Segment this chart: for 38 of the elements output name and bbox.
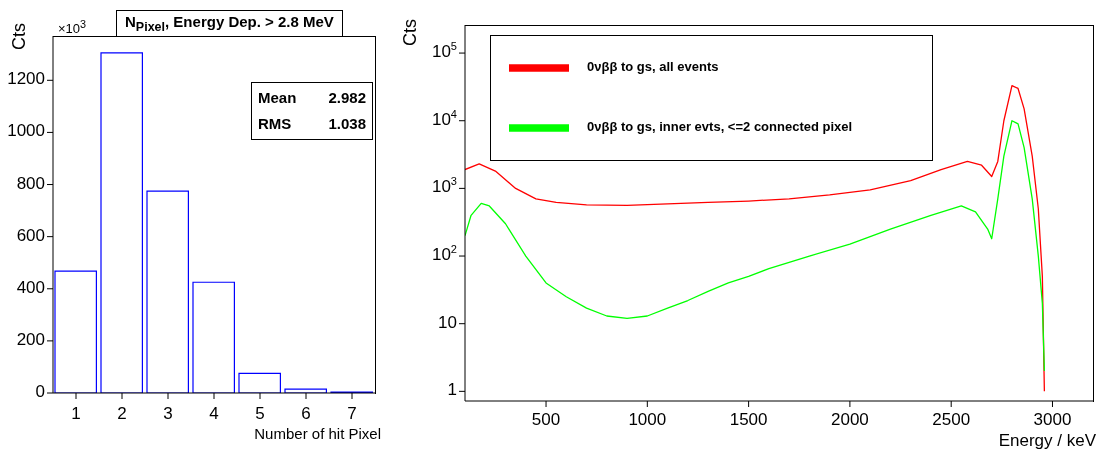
y-tick-label: 800 bbox=[16, 174, 45, 194]
y-tick-label: 10$^{3}$ bbox=[431, 175, 457, 197]
y-axis-title: Cts bbox=[9, 23, 30, 50]
x-tick-label: 4 bbox=[209, 404, 219, 424]
y-tick-label: 1000 bbox=[7, 121, 45, 141]
legend-label: 0νββ to gs, all events bbox=[587, 59, 719, 75]
x-tick-label: 2000 bbox=[830, 410, 869, 430]
y-tick-label: 400 bbox=[16, 278, 45, 298]
x-tick-label: 2 bbox=[117, 404, 127, 424]
line-series bbox=[465, 85, 1046, 392]
x-tick-label: 500 bbox=[531, 410, 561, 430]
y-tick-label: 10 bbox=[438, 313, 457, 333]
y-tick-label: 0 bbox=[35, 382, 45, 402]
x-tick-label: 6 bbox=[301, 404, 311, 424]
x-tick-label: 1000 bbox=[628, 410, 667, 430]
x-axis-title: Energy / keV bbox=[998, 431, 1096, 451]
y-tick-label: 10$^{4}$ bbox=[431, 107, 457, 130]
line-series bbox=[465, 120, 1046, 372]
chart-title: N$_{Pixel}$, Energy Dep. > 2.8 MeV bbox=[116, 10, 343, 37]
x-tick-label: 5 bbox=[255, 404, 265, 424]
x-tick-label: 2500 bbox=[932, 410, 971, 430]
x-tick-label: 1 bbox=[71, 404, 81, 424]
x-tick-label: 1500 bbox=[729, 410, 768, 430]
text: Mean 2.982 bbox=[258, 89, 366, 106]
y-tick-label: 600 bbox=[16, 226, 45, 246]
y-tick-label: 10$^{2}$ bbox=[431, 242, 457, 265]
x-axis-title: Number of hit Pixel bbox=[254, 425, 381, 442]
x-tick-label: 3 bbox=[163, 404, 173, 424]
y-tick-label: 1 bbox=[447, 380, 457, 400]
y-tick-label: 1200 bbox=[7, 69, 45, 89]
text: RMS 1.038 bbox=[258, 115, 366, 132]
y-tick-label: 200 bbox=[16, 330, 45, 350]
x-tick-label: 7 bbox=[347, 404, 357, 424]
x-tick-label: 3000 bbox=[1033, 410, 1072, 430]
legend-label: 0νββ to gs, inner evts, <=2 connected pixel bbox=[587, 119, 853, 135]
annotation: ×10$^{3}$ bbox=[58, 18, 87, 37]
y-axis-title: Cts bbox=[400, 19, 421, 46]
y-tick-label: 10$^{5}$ bbox=[431, 40, 457, 62]
